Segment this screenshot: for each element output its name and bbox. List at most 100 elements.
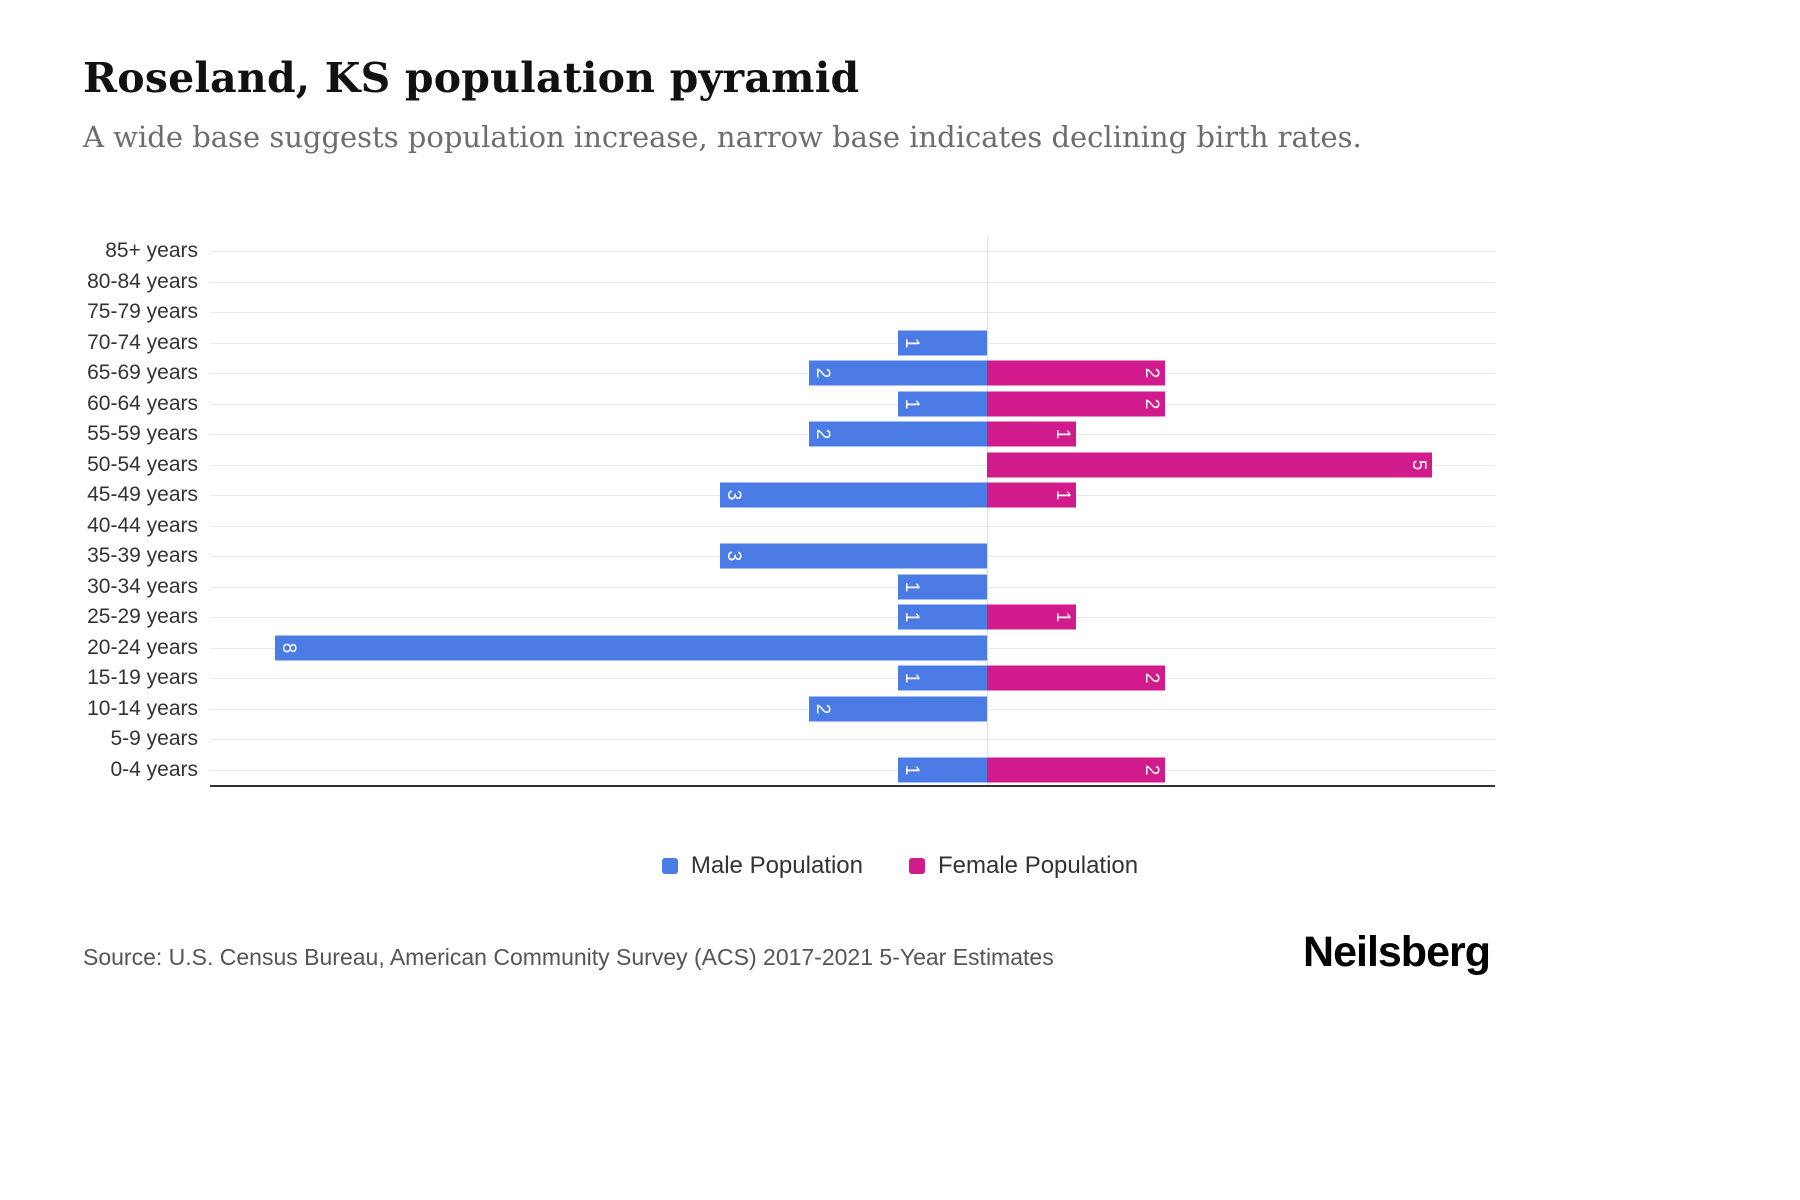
age-group-label: 85+ years (105, 239, 198, 262)
female-bar-25-29-years[interactable]: 1 (987, 604, 1076, 630)
age-group-label: 5-9 years (110, 727, 198, 750)
legend-label: Male Population (690, 852, 863, 879)
row-track (210, 236, 1495, 267)
female-bar-value: 2 (1141, 398, 1163, 410)
pyramid-rows: 85+ years 80-84 years 75-79 years 70-74 yea… (70, 236, 1500, 785)
source-note: Source: U.S. Census Bureau, American Com… (83, 944, 1054, 970)
age-group-label: 65-69 years (87, 361, 198, 384)
pyramid-row-40-44-years: 40-44 years (70, 511, 1500, 542)
pyramid-row-65-69-years: 65-69 years 2 2 (70, 358, 1500, 389)
male-bar-20-24-years[interactable]: 8 (275, 635, 987, 661)
row-track: 3 (210, 541, 1495, 572)
pyramid-row-25-29-years: 25-29 years 1 1 (70, 602, 1500, 633)
male-bar-60-64-years[interactable]: 1 (898, 391, 987, 417)
male-bar-15-19-years[interactable]: 1 (898, 665, 987, 691)
male-bar-value: 3 (722, 489, 744, 501)
pyramid-row-10-14-years: 10-14 years 2 (70, 694, 1500, 725)
legend-label: Female Population (938, 852, 1139, 879)
male-bar-0-4-years[interactable]: 1 (898, 757, 987, 783)
age-group-label: 45-49 years (87, 483, 198, 506)
pyramid-row-0-4-years: 0-4 years 1 2 (70, 755, 1500, 786)
pyramid-row-75-79-years: 75-79 years (70, 297, 1500, 328)
male-population-swatch-icon (661, 858, 678, 874)
neilsberg-logo: Neilsberg (1303, 928, 1491, 976)
male-bar-value: 2 (811, 703, 833, 715)
male-bar-value: 1 (900, 764, 922, 776)
x-axis-line (210, 785, 1495, 787)
female-bar-value: 2 (1141, 367, 1163, 379)
pyramid-row-85-years: 85+ years (70, 236, 1500, 267)
row-track: 5 (210, 450, 1495, 481)
age-group-label: 80-84 years (87, 269, 198, 293)
age-group-label: 20-24 years (87, 635, 198, 659)
male-bar-10-14-years[interactable]: 2 (809, 696, 987, 722)
male-bar-value: 1 (900, 611, 922, 623)
female-bar-value: 2 (1141, 672, 1163, 684)
row-track (210, 297, 1495, 328)
pyramid-row-5-9-years: 5-9 years (70, 724, 1500, 755)
female-bar-0-4-years[interactable]: 2 (987, 757, 1165, 783)
age-group-label: 35-39 years (87, 544, 198, 567)
age-group-label: 0-4 years (110, 757, 198, 781)
male-bar-value: 3 (722, 550, 744, 562)
female-bar-value: 2 (1141, 764, 1163, 776)
center-axis-line (987, 236, 988, 785)
pyramid-row-60-64-years: 60-64 years 1 2 (70, 389, 1500, 420)
age-group-label: 25-29 years (87, 605, 198, 628)
female-bar-value: 1 (1052, 611, 1074, 623)
legend-item-male-population[interactable]: Male Population (661, 852, 863, 880)
female-bar-45-49-years[interactable]: 1 (987, 482, 1076, 508)
male-bar-value: 1 (900, 672, 922, 684)
legend: Male Population Female Population (0, 852, 1800, 880)
pyramid-row-15-19-years: 15-19 years 1 2 (70, 663, 1500, 694)
male-bar-25-29-years[interactable]: 1 (898, 604, 987, 630)
male-bar-value: 1 (900, 581, 922, 593)
male-bar-value: 2 (811, 428, 833, 440)
female-bar-15-19-years[interactable]: 2 (987, 665, 1165, 691)
male-bar-45-49-years[interactable]: 3 (720, 482, 987, 508)
male-bar-value: 2 (811, 367, 833, 379)
female-bar-60-64-years[interactable]: 2 (987, 391, 1165, 417)
male-bar-value: 1 (900, 398, 922, 410)
female-bar-value: 1 (1052, 428, 1074, 440)
pyramid-row-55-59-years: 55-59 years 2 1 (70, 419, 1500, 450)
male-bar-55-59-years[interactable]: 2 (809, 421, 987, 447)
age-group-label: 40-44 years (87, 513, 198, 537)
row-track (210, 267, 1495, 298)
pyramid-row-80-84-years: 80-84 years (70, 267, 1500, 298)
female-bar-55-59-years[interactable]: 1 (987, 421, 1076, 447)
female-bar-value: 5 (1408, 459, 1430, 471)
pyramid-row-20-24-years: 20-24 years 8 (70, 633, 1500, 664)
age-group-label: 15-19 years (87, 666, 198, 689)
male-bar-value: 8 (277, 642, 299, 654)
male-bar-65-69-years[interactable]: 2 (809, 360, 987, 386)
row-track: 1 (210, 572, 1495, 603)
population-pyramid-plot: 85+ years 80-84 years 75-79 years 70-74 yea… (70, 236, 1500, 787)
age-group-label: 50-54 years (87, 452, 198, 476)
age-group-label: 75-79 years (87, 300, 198, 323)
age-group-label: 70-74 years (87, 330, 198, 354)
male-bar-35-39-years[interactable]: 3 (720, 543, 987, 569)
male-bar-value: 1 (900, 337, 922, 349)
pyramid-row-50-54-years: 50-54 years 5 (70, 450, 1500, 481)
row-track (210, 724, 1495, 755)
row-track (210, 511, 1495, 542)
legend-item-female-population[interactable]: Female Population (909, 852, 1138, 880)
male-bar-30-34-years[interactable]: 1 (898, 574, 987, 600)
chart-title: Roseland, KS population pyramid (83, 54, 860, 102)
row-track: 1 (210, 328, 1495, 359)
row-track: 8 (210, 633, 1495, 664)
female-bar-value: 1 (1052, 489, 1074, 501)
male-bar-70-74-years[interactable]: 1 (898, 330, 987, 356)
female-bar-65-69-years[interactable]: 2 (987, 360, 1165, 386)
age-group-label: 30-34 years (87, 574, 198, 598)
female-population-swatch-icon (909, 858, 925, 874)
female-bar-50-54-years[interactable]: 5 (987, 452, 1432, 478)
